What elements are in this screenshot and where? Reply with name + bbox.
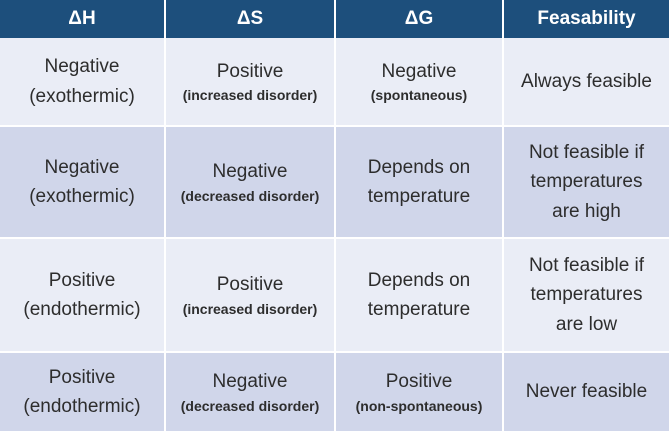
cell-feasibility: Not feasible if temperatures are low <box>503 238 669 353</box>
cell-delta-h: Positive (endothermic) <box>0 352 166 433</box>
cell-value: Negative <box>44 156 120 178</box>
cell-line: Never feasible <box>525 381 648 403</box>
cell-feasibility: Never feasible <box>503 352 669 433</box>
cell-line: temperatures <box>530 284 643 306</box>
cell-value: Positive <box>48 269 116 291</box>
cell-line: Not feasible if <box>528 254 645 276</box>
cell-value: Negative <box>381 60 457 82</box>
cell-delta-s: Positive (increased disorder) <box>165 38 336 127</box>
cell-value: Negative <box>44 56 120 78</box>
cell-note: (decreased disorder) <box>180 397 320 414</box>
cell-feasibility: Not feasible if temperatures are high <box>503 126 669 239</box>
cell-line: temperatures <box>530 171 643 193</box>
cell-delta-g: Depends on temperature <box>335 238 504 353</box>
cell-value: Negative <box>212 161 288 183</box>
cell-delta-h: Negative (exothermic) <box>0 126 166 239</box>
header-feasibility: Feasability <box>503 0 669 38</box>
cell-value: Positive <box>385 371 453 393</box>
cell-delta-s: Positive (increased disorder) <box>165 238 336 353</box>
cell-value: Negative <box>212 371 288 393</box>
cell-note: (increased disorder) <box>182 87 318 104</box>
cell-delta-s: Negative (decreased disorder) <box>165 352 336 433</box>
cell-line: are high <box>552 200 621 222</box>
cell-line: Depends on <box>367 156 471 178</box>
cell-note: (exothermic) <box>29 85 135 107</box>
cell-note: (endothermic) <box>23 396 141 417</box>
cell-delta-g: Depends on temperature <box>335 126 504 239</box>
header-delta-g: ΔG <box>335 0 504 38</box>
header-delta-s: ΔS <box>165 0 336 38</box>
cell-note: (increased disorder) <box>182 300 318 317</box>
header-delta-h: ΔH <box>0 0 166 38</box>
cell-note: (decreased disorder) <box>180 187 320 204</box>
table-header-row: ΔH ΔS ΔG Feasability <box>0 0 669 38</box>
cell-line: temperature <box>367 299 471 320</box>
cell-delta-s: Negative (decreased disorder) <box>165 126 336 239</box>
cell-delta-g: Positive (non-spontaneous) <box>335 352 504 433</box>
cell-line: are low <box>555 313 618 335</box>
cell-value: Positive <box>216 274 284 296</box>
table-row: Positive (endothermic) Negative (decreas… <box>0 352 669 433</box>
cell-line: Always feasible <box>521 70 652 92</box>
cell-delta-g: Negative (spontaneous) <box>335 38 504 127</box>
cell-value: Positive <box>48 366 116 388</box>
cell-note: (non-spontaneous) <box>355 397 483 414</box>
cell-note: (spontaneous) <box>370 87 468 104</box>
cell-note: (exothermic) <box>29 186 135 207</box>
cell-line: temperature <box>367 186 471 207</box>
cell-line: Not feasible if <box>528 141 645 163</box>
table-row: Positive (endothermic) Positive (increas… <box>0 238 669 353</box>
table-row: Negative (exothermic) Positive (increase… <box>0 38 669 127</box>
cell-feasibility: Always feasible <box>503 38 669 127</box>
cell-line: Depends on <box>367 269 471 291</box>
cell-delta-h: Positive (endothermic) <box>0 238 166 353</box>
cell-delta-h: Negative (exothermic) <box>0 38 166 127</box>
cell-value: Positive <box>216 60 284 82</box>
cell-note: (endothermic) <box>23 299 141 320</box>
table-row: Negative (exothermic) Negative (decrease… <box>0 126 669 239</box>
